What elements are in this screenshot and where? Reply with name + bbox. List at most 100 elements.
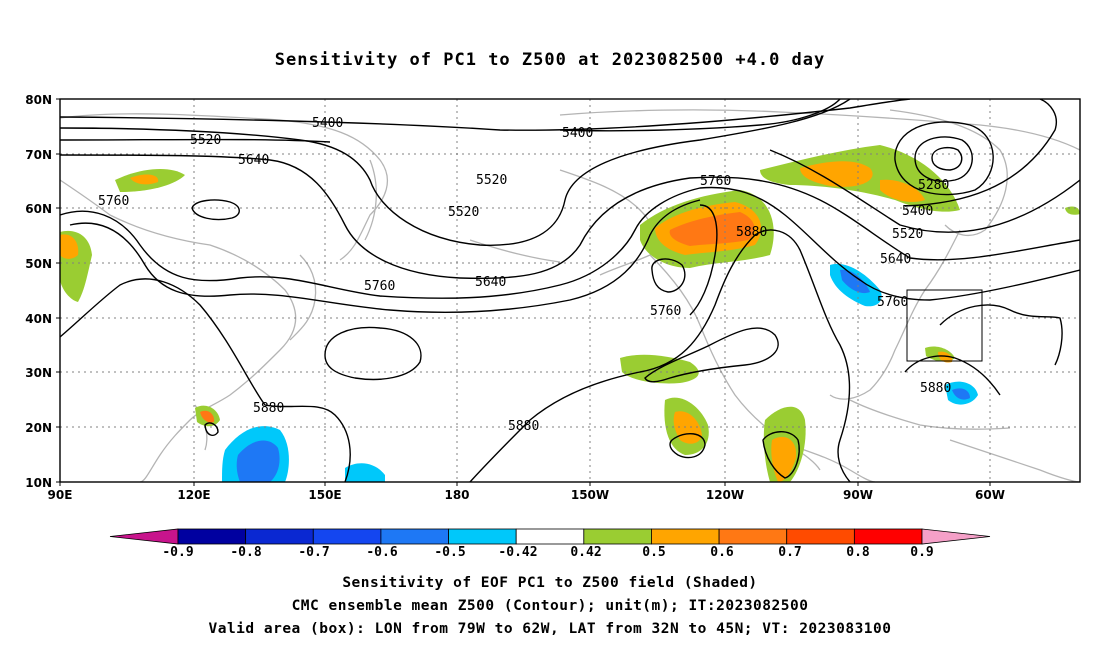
coast-asia-east (60, 179, 297, 482)
contour-small-2 (669, 433, 706, 459)
contour-label: 5640 (880, 252, 911, 267)
shade-blob (200, 410, 215, 423)
contour-5640-a (60, 154, 1080, 280)
contour-5760-b (69, 199, 701, 314)
lat-label: 80N (25, 93, 52, 107)
colorbar-segment (786, 528, 855, 545)
positive-sensitivity-shading (60, 145, 1080, 482)
colorbar-segment (651, 528, 720, 545)
colorbar-end-right (921, 528, 991, 545)
coast-kamchatka (364, 159, 377, 241)
colorbar-segment (245, 528, 314, 545)
contour-ring-inner-1 (914, 136, 973, 182)
contour-label: 5880 (920, 381, 951, 396)
contour-label: 5400 (312, 116, 343, 131)
negative-sensitivity-shading (222, 263, 978, 482)
contour-5880-a (60, 278, 351, 482)
shade-blob (952, 388, 970, 400)
colorbar-segment (718, 528, 788, 545)
contour-5760-c (689, 204, 718, 316)
contour-label: 5760 (98, 194, 129, 209)
lon-label: 180 (444, 488, 469, 502)
contour-5880-loop (644, 327, 779, 383)
colorbar-labels: -0.9 -0.8 -0.7 -0.6 -0.5 -0.42 0.42 0.5 … (162, 545, 933, 560)
shade-blob (345, 463, 385, 482)
lon-label: 90W (843, 488, 873, 502)
colorbar-segment (515, 528, 585, 545)
valid-area-box (906, 289, 983, 362)
lat-lon-grid (60, 99, 1080, 482)
coast-greenland (889, 109, 1008, 237)
contour-5880-anticyclone (324, 326, 422, 381)
colorbar-segment (177, 528, 247, 545)
caption-line-2: CMC ensemble mean Z500 (Contour); unit(m… (291, 598, 809, 614)
figure-title: Sensitivity of PC1 to Z500 at 2023082500… (274, 50, 826, 70)
lat-label: 40N (25, 312, 52, 326)
lon-label: 150E (308, 488, 341, 502)
shade-blob (880, 179, 925, 202)
lon-label: 120E (177, 488, 210, 502)
contour-5280-ring (894, 121, 994, 196)
sensitivity-map: 5400 5400 5520 5520 5520 5640 5640 5640 … (25, 93, 1081, 560)
longitude-labels: 90E 120E 150E 180 150W 120W 90W 60W (48, 488, 1005, 502)
contour-label: 5280 (918, 178, 949, 193)
lat-label: 60N (25, 202, 52, 216)
colorbar-label: 0.9 (910, 545, 933, 560)
colorbar-label: 0.7 (778, 545, 801, 560)
contour-label: 5760 (364, 279, 395, 294)
coast-aleutians (469, 239, 561, 263)
lat-label: 10N (25, 476, 52, 490)
shade-blob (1065, 206, 1080, 215)
shade-blob (800, 161, 873, 187)
colorbar-label: -0.42 (498, 545, 537, 560)
contour-label: 5400 (902, 204, 933, 219)
colorbar-segment (853, 528, 923, 545)
lat-label: 30N (25, 366, 52, 380)
shade-blob (236, 440, 280, 482)
contour-label: 5640 (475, 275, 506, 290)
contour-5880-b (469, 229, 851, 482)
contour-label: 5880 (736, 225, 767, 240)
map-frame (59, 98, 1081, 483)
coast-caribbean (849, 399, 1011, 430)
lat-label: 50N (25, 257, 52, 271)
contour-label: 5880 (253, 401, 284, 416)
contour-5400-b (904, 99, 1057, 207)
lon-label: 120W (706, 488, 744, 502)
coast-siberia (60, 113, 389, 261)
contour-5640-b (60, 138, 331, 143)
colorbar-segment (380, 528, 449, 545)
shade-blob (840, 269, 870, 294)
coast-south-america (949, 439, 1080, 482)
contour-labels: 5400 5400 5520 5520 5520 5640 5640 5640 … (98, 116, 951, 434)
contour-5880-east (939, 304, 1063, 366)
colorbar-end-left (109, 528, 179, 545)
coast-central-america (789, 444, 876, 482)
z500-contours (60, 99, 1080, 482)
contour-ring-inner-2 (931, 146, 963, 171)
contour-small-1 (204, 422, 219, 437)
colorbar-label: -0.6 (366, 545, 397, 560)
contour-5760 (60, 186, 1080, 301)
coast-na-east (829, 229, 961, 400)
contour-label: 5520 (892, 227, 923, 242)
contour-small-3 (762, 431, 800, 479)
colorbar-label: -0.5 (434, 545, 465, 560)
contour-label: 5880 (508, 419, 539, 434)
colorbar-label: 0.6 (710, 545, 734, 560)
latitude-labels: 80N 70N 60N 50N 40N 30N 20N 10N (25, 93, 52, 490)
lat-label: 20N (25, 421, 52, 435)
contour-closed-asia (191, 199, 240, 221)
contour-5400-a (60, 99, 911, 131)
caption-line-1: Sensitivity of EOF PC1 to Z500 field (Sh… (342, 575, 758, 591)
contour-label: 5520 (190, 133, 221, 148)
colorbar (109, 528, 991, 545)
colorbar-label: 0.42 (570, 545, 601, 560)
contour-label: 5520 (476, 173, 507, 188)
contour-5760-low (651, 258, 686, 293)
shade-blob (771, 436, 797, 482)
colorbar-label: -0.8 (230, 545, 261, 560)
shade-blob (938, 351, 953, 363)
contour-label: 5400 (562, 126, 593, 141)
contour-label: 5760 (650, 304, 681, 319)
